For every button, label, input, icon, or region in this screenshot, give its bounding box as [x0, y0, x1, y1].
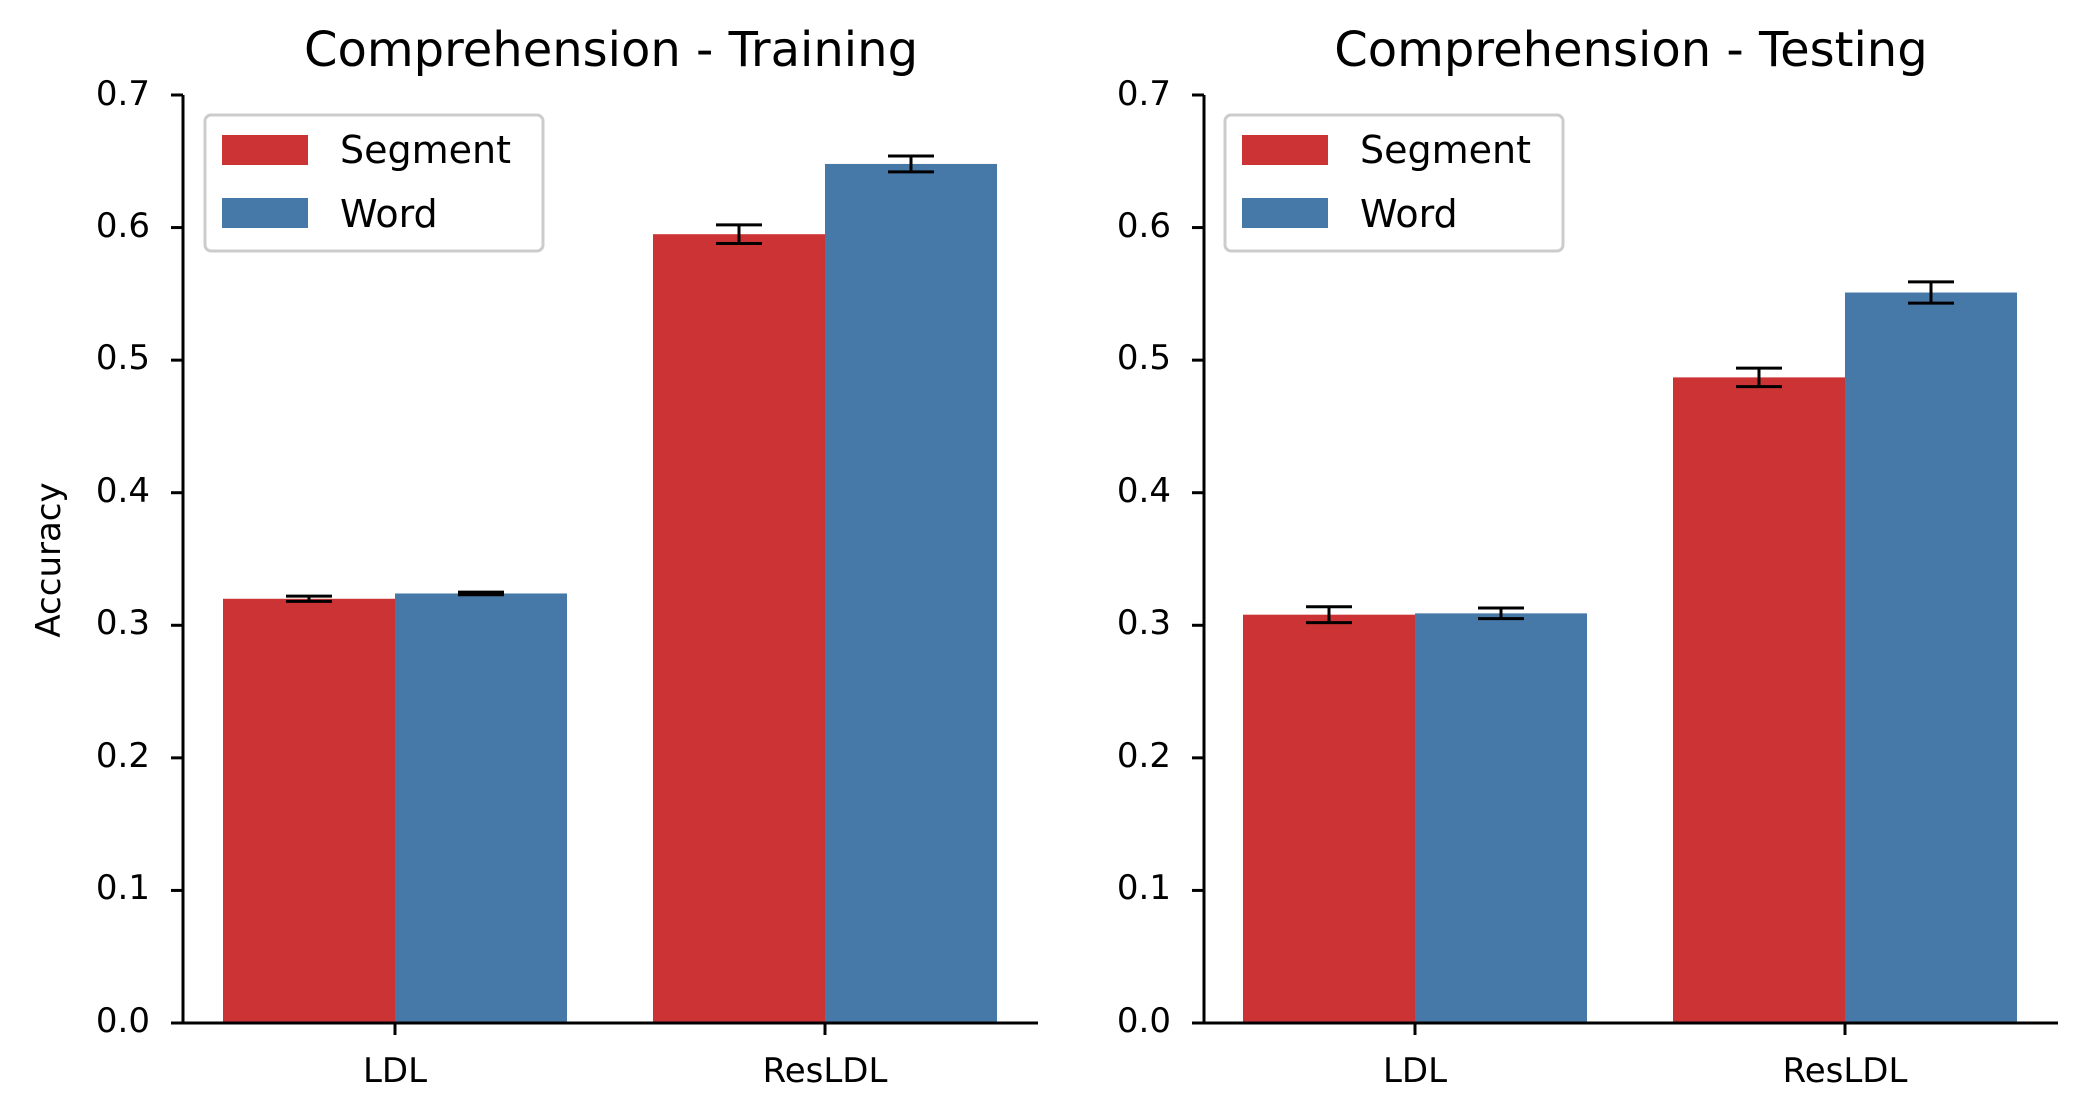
bar-word-ldl — [395, 593, 567, 1023]
y-tick-label: 0.2 — [96, 736, 150, 776]
y-tick-label: 0.0 — [96, 1001, 150, 1041]
y-tick-label: 0.5 — [1117, 338, 1171, 378]
legend-label-word: Word — [1360, 192, 1458, 236]
x-tick-label: LDL — [363, 1051, 427, 1091]
y-axis-label: Accuracy — [29, 482, 69, 637]
y-tick-label: 0.1 — [96, 868, 150, 908]
y-tick-label: 0.6 — [96, 206, 150, 246]
y-tick-label: 0.4 — [1117, 471, 1171, 511]
error-bar-segment-resldl — [1736, 366, 1782, 389]
error-bar-word-resldl — [888, 154, 934, 174]
y-tick-label: 0.7 — [96, 74, 150, 114]
error-bar-segment-ldl — [1306, 605, 1352, 625]
legend-swatch-segment — [222, 135, 308, 165]
bar-segment-ldl — [223, 598, 395, 1023]
bar-word-ldl — [1415, 613, 1587, 1023]
error-bar-segment-ldl — [286, 594, 332, 603]
x-tick-label: ResLDL — [763, 1051, 888, 1091]
error-bars — [1306, 280, 1954, 625]
y-tick-label: 0.5 — [96, 338, 150, 378]
chart-panel-training: Comprehension - Training Accuracy 0.0 0.… — [29, 22, 1038, 1091]
y-tick-label: 0.7 — [1117, 74, 1171, 114]
legend-label-segment: Segment — [1360, 128, 1531, 172]
y-tick-label: 0.3 — [1117, 603, 1171, 643]
x-tick-label: LDL — [1383, 1051, 1447, 1091]
axes — [171, 93, 1038, 1035]
legend: Segment Word — [1223, 113, 1565, 253]
error-bar-word-ldl — [1478, 606, 1524, 621]
legend-swatch-segment — [1242, 135, 1328, 165]
y-tick-label: 0.1 — [1117, 868, 1171, 908]
error-bars — [286, 154, 934, 603]
y-tick-labels: 0.0 0.1 0.2 0.3 0.4 0.5 0.6 0.7 — [1117, 74, 1171, 1041]
bar-segment-resldl — [653, 234, 825, 1023]
x-tick-labels: LDL ResLDL — [1383, 1051, 1907, 1091]
legend-label-word: Word — [340, 192, 438, 236]
x-tick-label: ResLDL — [1783, 1051, 1908, 1091]
y-tick-label: 0.6 — [1117, 206, 1171, 246]
bars — [223, 163, 997, 1024]
bars — [1243, 292, 2017, 1023]
y-tick-label: 0.2 — [1117, 736, 1171, 776]
chart-title: Comprehension - Training — [304, 22, 918, 78]
chart-panel-testing: Comprehension - Testing 0.0 0.1 0.2 0.3 … — [1117, 22, 2058, 1091]
legend-swatch-word — [1242, 198, 1328, 228]
error-bar-segment-resldl — [716, 223, 762, 245]
chart-title: Comprehension - Testing — [1334, 22, 1927, 78]
x-tick-labels: LDL ResLDL — [363, 1051, 887, 1091]
legend-swatch-word — [222, 198, 308, 228]
y-tick-label: 0.3 — [96, 603, 150, 643]
y-tick-labels: 0.0 0.1 0.2 0.3 0.4 0.5 0.6 0.7 — [96, 74, 150, 1041]
axes — [1192, 93, 2058, 1035]
bar-segment-ldl — [1243, 614, 1415, 1023]
y-tick-label: 0.0 — [1117, 1001, 1171, 1041]
legend: Segment Word — [203, 113, 545, 253]
error-bar-word-ldl — [458, 590, 504, 597]
y-tick-label: 0.4 — [96, 471, 150, 511]
bar-word-resldl — [1845, 292, 2017, 1023]
bar-word-resldl — [825, 163, 997, 1024]
legend-label-segment: Segment — [340, 128, 511, 172]
error-bar-word-resldl — [1908, 280, 1954, 305]
bar-segment-resldl — [1673, 377, 1845, 1023]
